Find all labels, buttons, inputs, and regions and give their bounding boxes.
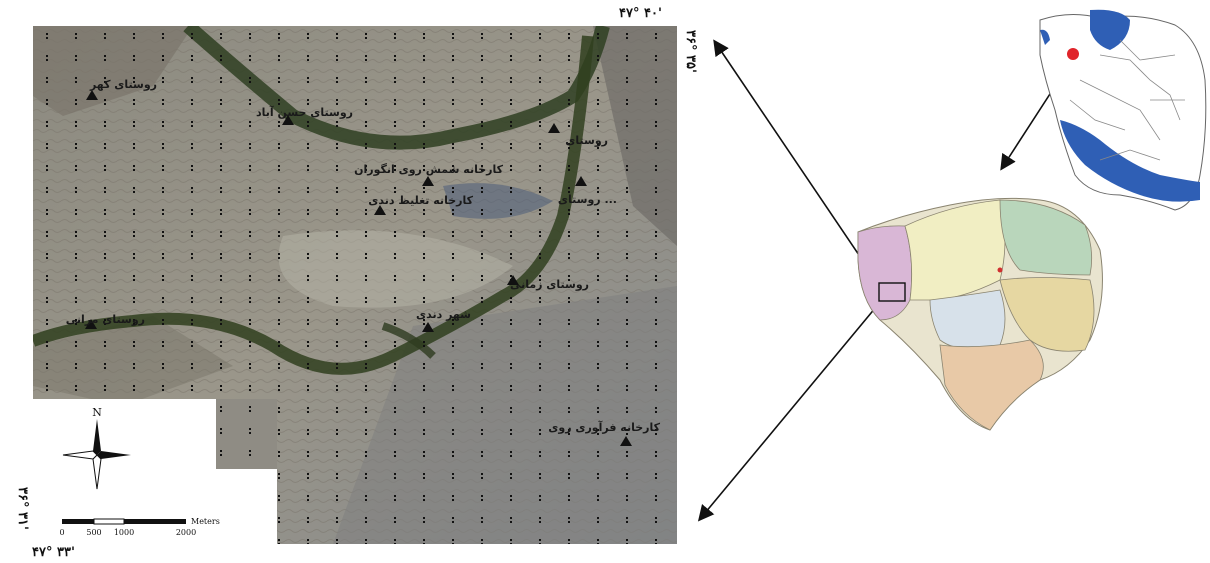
study-province-marker [1067, 48, 1079, 60]
iran-map [1040, 10, 1206, 210]
province-map [858, 198, 1102, 430]
leader-arrow-bottom [700, 295, 886, 519]
